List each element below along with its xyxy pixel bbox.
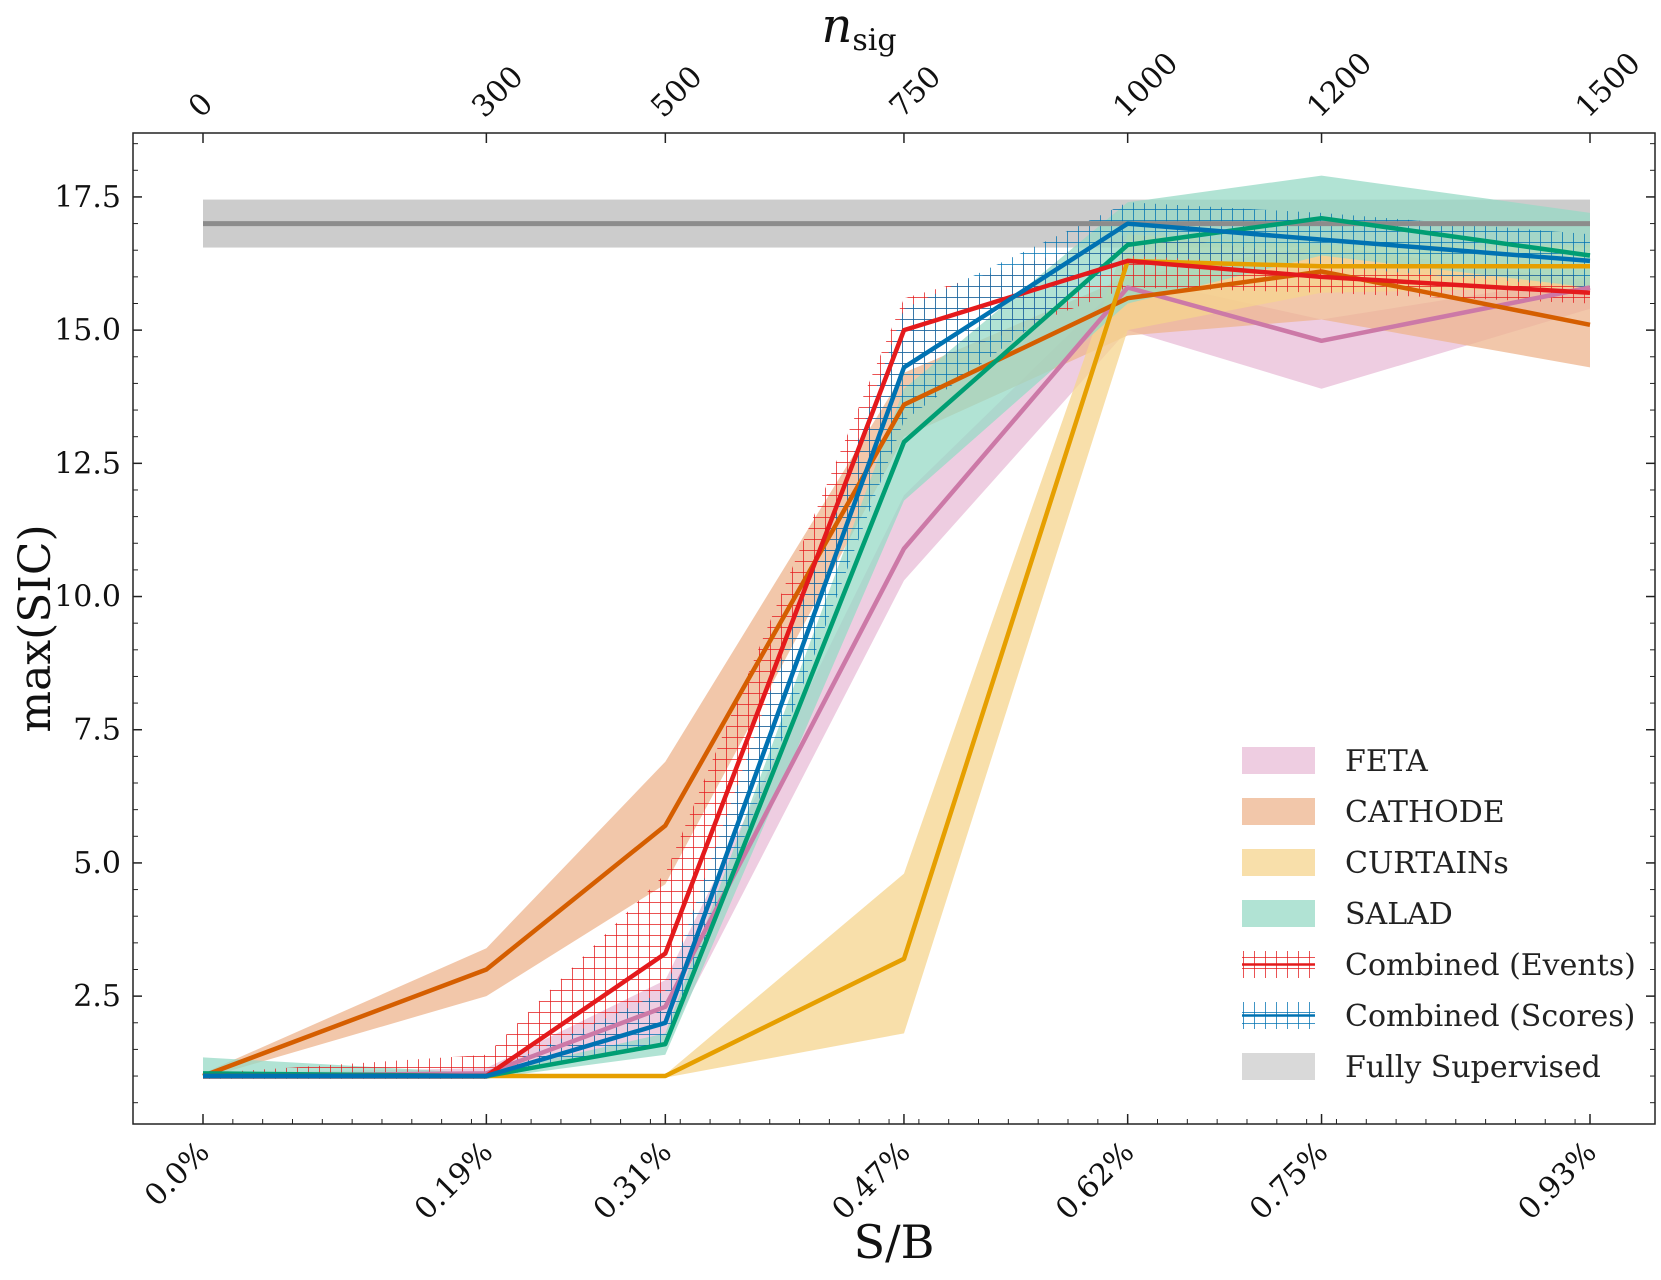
legend-label-curtains: CURTAINs (1345, 846, 1509, 881)
x-tick-label: 0.75% (1243, 1135, 1335, 1227)
legend-label-combined-events: Combined (Events) (1345, 948, 1636, 983)
y-tick-label: 17.5 (54, 180, 121, 215)
x-tick-label: 0.47% (825, 1135, 917, 1227)
top-tick-label: 300 (465, 59, 530, 124)
legend-label-cathode: CATHODE (1345, 795, 1505, 830)
y-tick-label: 12.5 (54, 446, 121, 481)
x-tick-label: 0.31% (587, 1135, 679, 1227)
top-tick-label: 0 (182, 86, 220, 124)
combined-scores-band (203, 202, 1590, 1079)
x-axis-title: S/B (854, 1215, 935, 1269)
curtains-band (203, 234, 1590, 1078)
y-tick-label: 15.0 (54, 313, 121, 348)
top-tick-label: 750 (883, 59, 948, 124)
y-tick-label: 7.5 (73, 713, 121, 748)
legend-swatch-salad (1242, 900, 1315, 927)
bands-layer (203, 175, 1590, 1079)
x-tick-label: 0.0% (138, 1135, 217, 1214)
ticks-layer (133, 133, 1655, 1124)
top-axis-title-sub: sig (852, 23, 896, 58)
legend-swatch-feta (1242, 747, 1315, 774)
y-tick-label: 10.0 (54, 580, 121, 615)
top-tick-label: 500 (644, 59, 709, 124)
y-axis-title: max(SIC) (10, 524, 61, 732)
legend-swatch-curtains (1242, 849, 1315, 876)
top-tick-label: 1200 (1300, 46, 1379, 125)
legend-label-combined-scores: Combined (Scores) (1345, 999, 1635, 1034)
y-tick-label: 5.0 (73, 846, 121, 881)
y-tick-label: 2.5 (73, 979, 121, 1014)
combined-scores-line (203, 221, 1591, 1079)
legend: FETA CATHODE CURTAINs SALAD Combined (Events… (1242, 744, 1636, 1085)
cathode-line (202, 269, 1591, 1079)
lines-layer (202, 215, 1591, 1079)
x-tick-label: 0.19% (408, 1135, 500, 1227)
plot-frame (132, 132, 1656, 1125)
x-tick-label: 0.62% (1049, 1135, 1141, 1227)
legend-label-salad: SALAD (1345, 897, 1453, 932)
top-tick-label: 1500 (1569, 46, 1648, 125)
x-tick-label: 0.93% (1512, 1135, 1604, 1227)
legend-label-feta: FETA (1345, 744, 1428, 779)
top-axis-title: nsig (821, 0, 896, 58)
legend-label-fully-supervised: Fully Supervised (1345, 1050, 1601, 1085)
top-tick-label: 1000 (1107, 46, 1186, 125)
legend-swatch-fully-supervised (1242, 1053, 1315, 1080)
top-axis-title-n: n (821, 0, 852, 54)
legend-swatch-cathode (1242, 798, 1315, 825)
